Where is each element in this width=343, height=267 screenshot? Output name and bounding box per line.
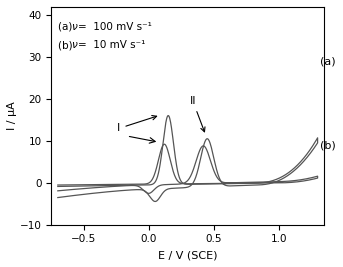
Text: I: I <box>117 116 157 134</box>
Y-axis label: I / μA: I / μA <box>7 101 17 130</box>
Text: (a): (a) <box>320 56 336 66</box>
Text: =  10 mV s⁻¹: = 10 mV s⁻¹ <box>78 41 145 50</box>
Text: =  100 mV s⁻¹: = 100 mV s⁻¹ <box>78 22 152 32</box>
Text: $\nu$: $\nu$ <box>71 41 79 50</box>
X-axis label: E / V (SCE): E / V (SCE) <box>158 250 217 260</box>
Text: $\nu$: $\nu$ <box>71 22 79 32</box>
Text: (a): (a) <box>58 22 75 32</box>
Text: (b): (b) <box>58 41 76 50</box>
Text: II: II <box>190 96 205 132</box>
Text: (b): (b) <box>320 140 336 150</box>
